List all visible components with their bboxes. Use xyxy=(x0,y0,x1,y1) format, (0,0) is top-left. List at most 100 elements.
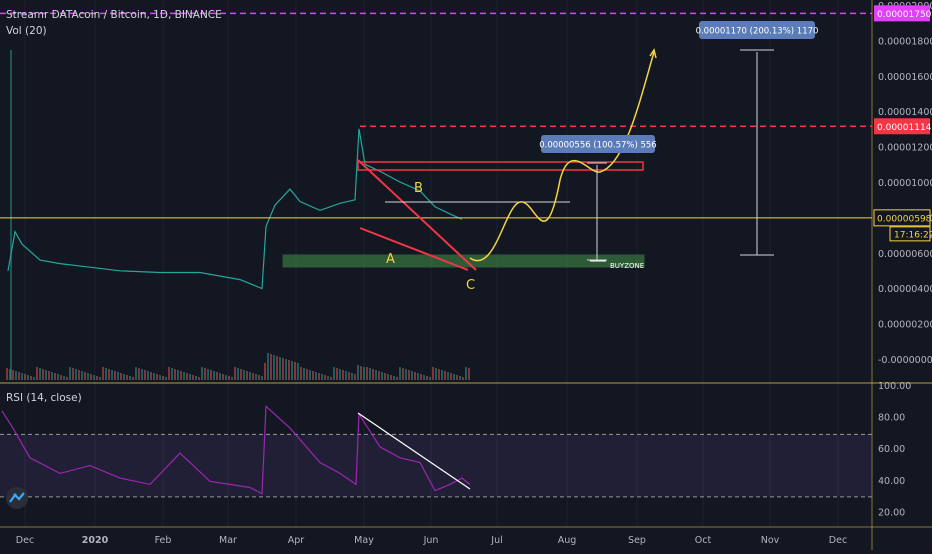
volume-bar xyxy=(468,368,470,380)
volume-bar xyxy=(225,375,227,380)
volume-bar xyxy=(99,377,101,380)
buyzone-box xyxy=(282,254,645,268)
volume-bar xyxy=(138,368,140,380)
time-axis-label: Apr xyxy=(288,535,305,546)
target-mid-badge: 0.00001114 xyxy=(877,123,932,133)
volume-bar xyxy=(93,375,95,380)
last-price-badge-box xyxy=(873,209,931,227)
volume-bar xyxy=(393,376,395,380)
volume-bar xyxy=(351,373,353,380)
volume-bar xyxy=(147,371,149,380)
volume-bar xyxy=(33,377,35,380)
volume-bar xyxy=(306,369,308,380)
volume-bar xyxy=(15,371,17,380)
volume-bar xyxy=(288,360,290,380)
measure-large-label: 0.00001170 (200.13%) 1170 xyxy=(696,27,819,37)
rsi-legend[interactable]: RSI (14, close) xyxy=(6,392,82,404)
volume-bar xyxy=(285,359,287,380)
volume-bar xyxy=(297,363,299,380)
volume-bar xyxy=(72,368,74,380)
time-axis-label: Jul xyxy=(490,535,502,546)
rsi-trendline xyxy=(357,412,471,490)
volume-bar xyxy=(324,375,326,380)
volume-bar xyxy=(111,370,113,380)
price-axis-tick: -0.00000000 xyxy=(878,355,932,366)
volume-bar xyxy=(246,371,248,380)
price-axis-tick: 0.00000200 xyxy=(878,320,932,331)
rsi-axis-tick: 80.00 xyxy=(878,413,905,424)
volume-bar xyxy=(420,374,422,380)
volume-bar xyxy=(396,377,398,380)
volume-bar xyxy=(378,371,380,380)
volume-bar xyxy=(141,369,143,380)
volume-bar xyxy=(42,369,44,380)
volume-bar xyxy=(81,371,83,380)
volume-bar xyxy=(192,375,194,380)
volume-bar xyxy=(123,374,125,380)
volume-bar xyxy=(255,374,257,380)
price-axis-tick: 0.00001800 xyxy=(878,36,932,47)
volume-bar xyxy=(78,370,80,380)
resistance-box xyxy=(357,161,644,171)
volume-bar xyxy=(381,372,383,380)
rsi-axis-tick: 20.00 xyxy=(878,507,905,518)
volume-bar xyxy=(117,372,119,380)
volume-bar xyxy=(18,372,20,380)
volume-bar xyxy=(216,372,218,380)
volume-bar xyxy=(54,373,56,380)
volume-bar xyxy=(450,373,452,380)
volume-bar xyxy=(390,375,392,380)
volume-bar xyxy=(174,369,176,380)
volume-bar xyxy=(465,367,467,380)
volume-bar xyxy=(384,373,386,380)
volume-bar xyxy=(315,372,317,380)
time-axis-label: Feb xyxy=(155,535,172,546)
volume-bar xyxy=(249,372,251,380)
volume-bar xyxy=(342,370,344,380)
volume-bar xyxy=(45,370,47,380)
target-high-badge-box xyxy=(874,5,930,22)
price-axis-tick: 0.00001200 xyxy=(878,143,932,154)
volume-bar xyxy=(270,354,272,380)
volume-bar xyxy=(339,369,341,380)
volume-bar xyxy=(153,373,155,380)
volume-bar xyxy=(240,369,242,380)
volume-bar xyxy=(162,376,164,380)
volume-bar xyxy=(51,372,53,380)
volume-bar xyxy=(312,371,314,380)
volume-legend[interactable]: Vol (20) xyxy=(6,25,47,37)
volume-bar xyxy=(429,377,431,380)
volume-bar xyxy=(21,373,23,380)
measure-large-label-box xyxy=(699,21,815,39)
volume-bar xyxy=(9,369,11,380)
volume-bar xyxy=(279,357,281,380)
volume-bar xyxy=(6,368,8,380)
volume-bar xyxy=(336,368,338,380)
volume-bar xyxy=(432,367,434,380)
volume-bar xyxy=(408,370,410,380)
volume-bar xyxy=(300,367,302,380)
countdown-badge-box xyxy=(889,226,931,242)
volume-bar xyxy=(438,369,440,380)
chart-title[interactable]: Streamr DATAcoin / Bitcoin, 1D, BINANCE xyxy=(6,9,222,21)
volume-bar xyxy=(387,374,389,380)
volume-bar xyxy=(375,370,377,380)
volume-bar xyxy=(303,368,305,380)
pattern-label-a: A xyxy=(386,252,395,267)
volume-bar xyxy=(411,371,413,380)
volume-bar xyxy=(177,370,179,380)
volume-bar xyxy=(135,367,137,380)
volume-bar xyxy=(267,353,269,380)
volume-bar xyxy=(222,374,224,380)
volume-bar xyxy=(399,367,401,380)
volume-bar xyxy=(75,369,77,380)
measure-small-label-box xyxy=(541,135,655,153)
target-mid-badge-box xyxy=(874,118,930,135)
rsi-axis-tick: 40.00 xyxy=(878,476,905,487)
volume-bar xyxy=(327,376,329,380)
volume-bar xyxy=(126,375,128,380)
volume-bar xyxy=(198,377,200,380)
volume-bar xyxy=(165,377,167,380)
